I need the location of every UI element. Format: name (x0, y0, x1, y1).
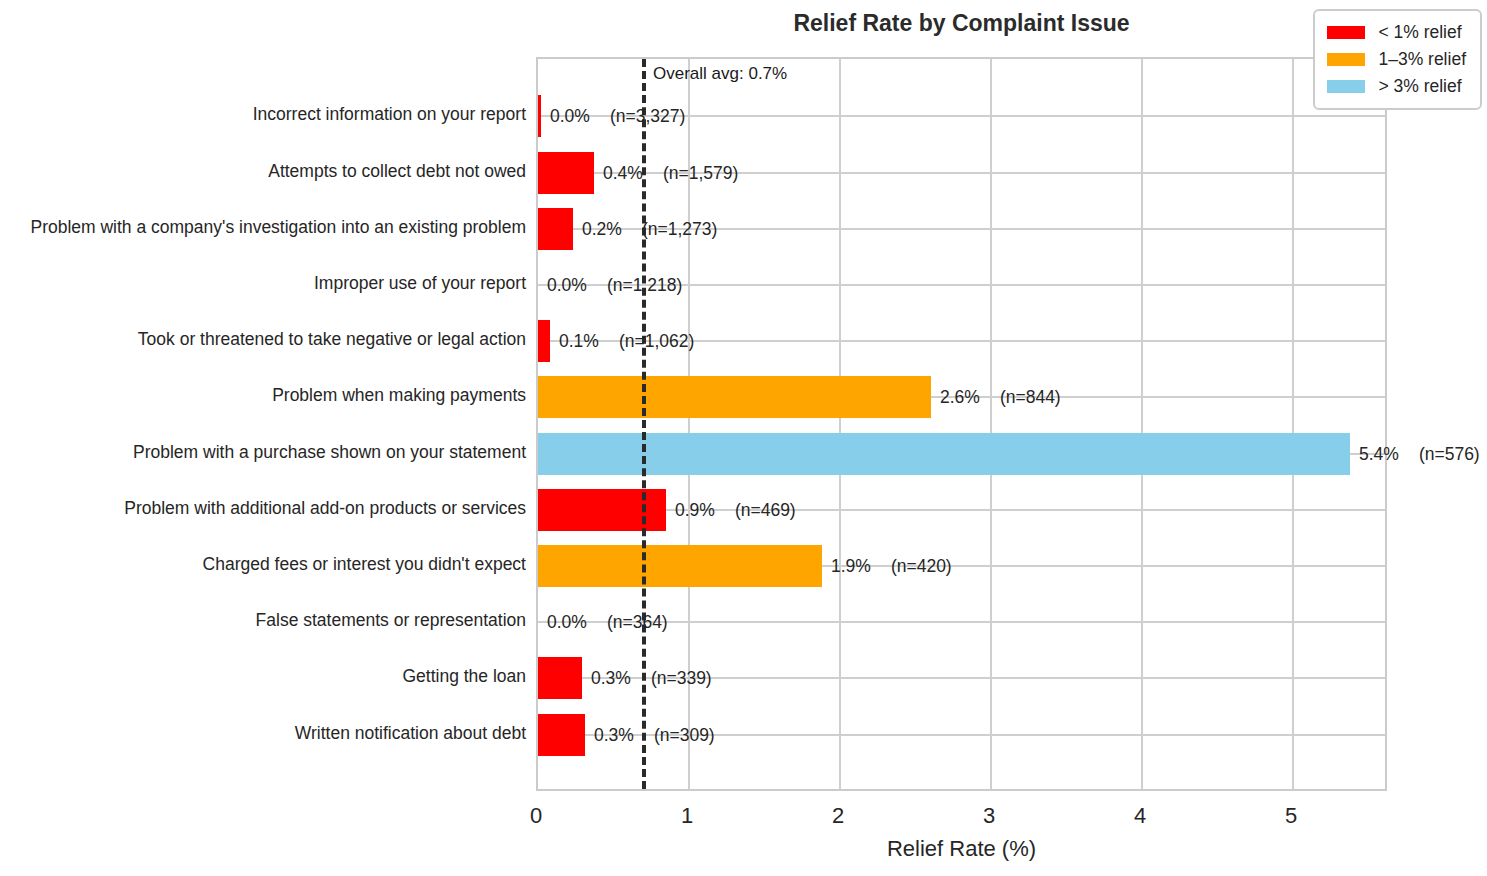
bar (538, 489, 666, 531)
relief-rate-value: 1.9% (831, 555, 871, 575)
category-label: Charged fees or interest you didn't expe… (203, 553, 526, 574)
sample-size: (n=3,327) (610, 106, 685, 126)
x-tick-label: 2 (808, 803, 868, 829)
relief-rate-value: 5.4% (1359, 443, 1399, 463)
relief-rate-bar-chart: Relief Rate by Complaint Issue Incorrect… (0, 0, 1487, 876)
bar-value-label: 0.0% (n=3,327) (550, 106, 685, 127)
x-gridline (839, 59, 841, 789)
sample-size: (n=576) (1419, 443, 1480, 463)
sample-size: (n=844) (1000, 387, 1061, 407)
legend: < 1% relief 1–3% relief > 3% relief (1313, 9, 1482, 110)
overall-avg-annotation: Overall avg: 0.7% (653, 64, 787, 84)
bar-value-label: 0.9% (n=469) (675, 499, 796, 520)
relief-rate-value: 0.3% (594, 724, 634, 744)
bar-value-label: 0.3% (n=309) (594, 724, 715, 745)
sample-size: (n=420) (891, 555, 952, 575)
bar-value-label: 0.0% (n=1,218) (547, 274, 682, 295)
category-label: Problem with a purchase shown on your st… (133, 441, 526, 462)
legend-label: < 1% relief (1378, 22, 1461, 43)
bar (538, 545, 822, 587)
sample-size: (n=309) (654, 724, 715, 744)
bar-value-label: 0.1% (n=1,062) (559, 331, 694, 352)
bar-value-label: 2.6% (n=844) (940, 387, 1061, 408)
plot-area: Overall avg: 0.7% 0.0% (n=3,327) 0.4% (n=1,5… (536, 57, 1387, 791)
bar (538, 95, 541, 137)
sample-size: (n=1,062) (619, 331, 694, 351)
sample-size: (n=1,218) (607, 274, 682, 294)
bar (538, 208, 573, 250)
category-label: Attempts to collect debt not owed (268, 160, 526, 181)
bar-value-label: 0.3% (n=339) (591, 668, 712, 689)
category-label: Getting the loan (402, 666, 526, 687)
bar (538, 320, 550, 362)
relief-rate-value: 0.0% (547, 274, 587, 294)
bar (538, 714, 585, 756)
relief-rate-value: 2.6% (940, 387, 980, 407)
bar (538, 152, 594, 194)
bar (538, 376, 931, 418)
legend-swatch (1327, 53, 1365, 66)
relief-rate-value: 0.0% (547, 612, 587, 632)
category-label: Took or threatened to take negative or l… (138, 329, 526, 350)
category-label: Incorrect information on your report (253, 104, 526, 125)
category-label: Problem with additional add-on products … (124, 497, 526, 518)
x-tick-label: 1 (657, 803, 717, 829)
bar-value-label: 0.0% (n=364) (547, 612, 668, 633)
x-gridline (990, 59, 992, 789)
x-tick-label: 0 (506, 803, 566, 829)
sample-size: (n=1,273) (642, 218, 717, 238)
sample-size: (n=469) (735, 499, 796, 519)
x-axis-label: Relief Rate (%) (536, 836, 1387, 862)
sample-size: (n=1,579) (663, 162, 738, 182)
sample-size: (n=364) (607, 612, 668, 632)
bar (538, 657, 582, 699)
category-label: Problem when making payments (272, 385, 526, 406)
legend-swatch (1327, 26, 1365, 39)
category-label: Improper use of your report (314, 272, 526, 293)
x-tick-label: 5 (1261, 803, 1321, 829)
category-label: Written notification about debt (295, 722, 526, 743)
legend-item: 1–3% relief (1327, 46, 1466, 73)
category-label: False statements or representation (256, 610, 526, 631)
x-tick-label: 4 (1110, 803, 1170, 829)
bar-value-label: 5.4% (n=576) (1359, 443, 1480, 464)
x-gridline (1141, 59, 1143, 789)
legend-label: > 3% relief (1378, 76, 1461, 97)
legend-item: < 1% relief (1327, 19, 1466, 46)
chart-title: Relief Rate by Complaint Issue (536, 10, 1387, 37)
bar-value-label: 0.2% (n=1,273) (582, 218, 717, 239)
relief-rate-value: 0.1% (559, 331, 599, 351)
x-tick-label: 3 (959, 803, 1019, 829)
relief-rate-value: 0.2% (582, 218, 622, 238)
y-axis-category-labels: Incorrect information on your report Atte… (0, 57, 526, 791)
legend-item: > 3% relief (1327, 73, 1466, 100)
legend-swatch (1327, 80, 1365, 93)
x-axis-ticks: 0 1 2 3 4 5 (0, 803, 1487, 833)
x-gridline (1292, 59, 1294, 789)
bar (538, 433, 1350, 475)
relief-rate-value: 0.0% (550, 106, 590, 126)
relief-rate-value: 0.3% (591, 668, 631, 688)
bar-value-label: 1.9% (n=420) (831, 555, 952, 576)
relief-rate-value: 0.9% (675, 499, 715, 519)
relief-rate-value: 0.4% (603, 162, 643, 182)
sample-size: (n=339) (651, 668, 712, 688)
bar-value-label: 0.4% (n=1,579) (603, 162, 738, 183)
category-label: Problem with a company's investigation i… (30, 216, 526, 237)
legend-label: 1–3% relief (1378, 49, 1466, 70)
